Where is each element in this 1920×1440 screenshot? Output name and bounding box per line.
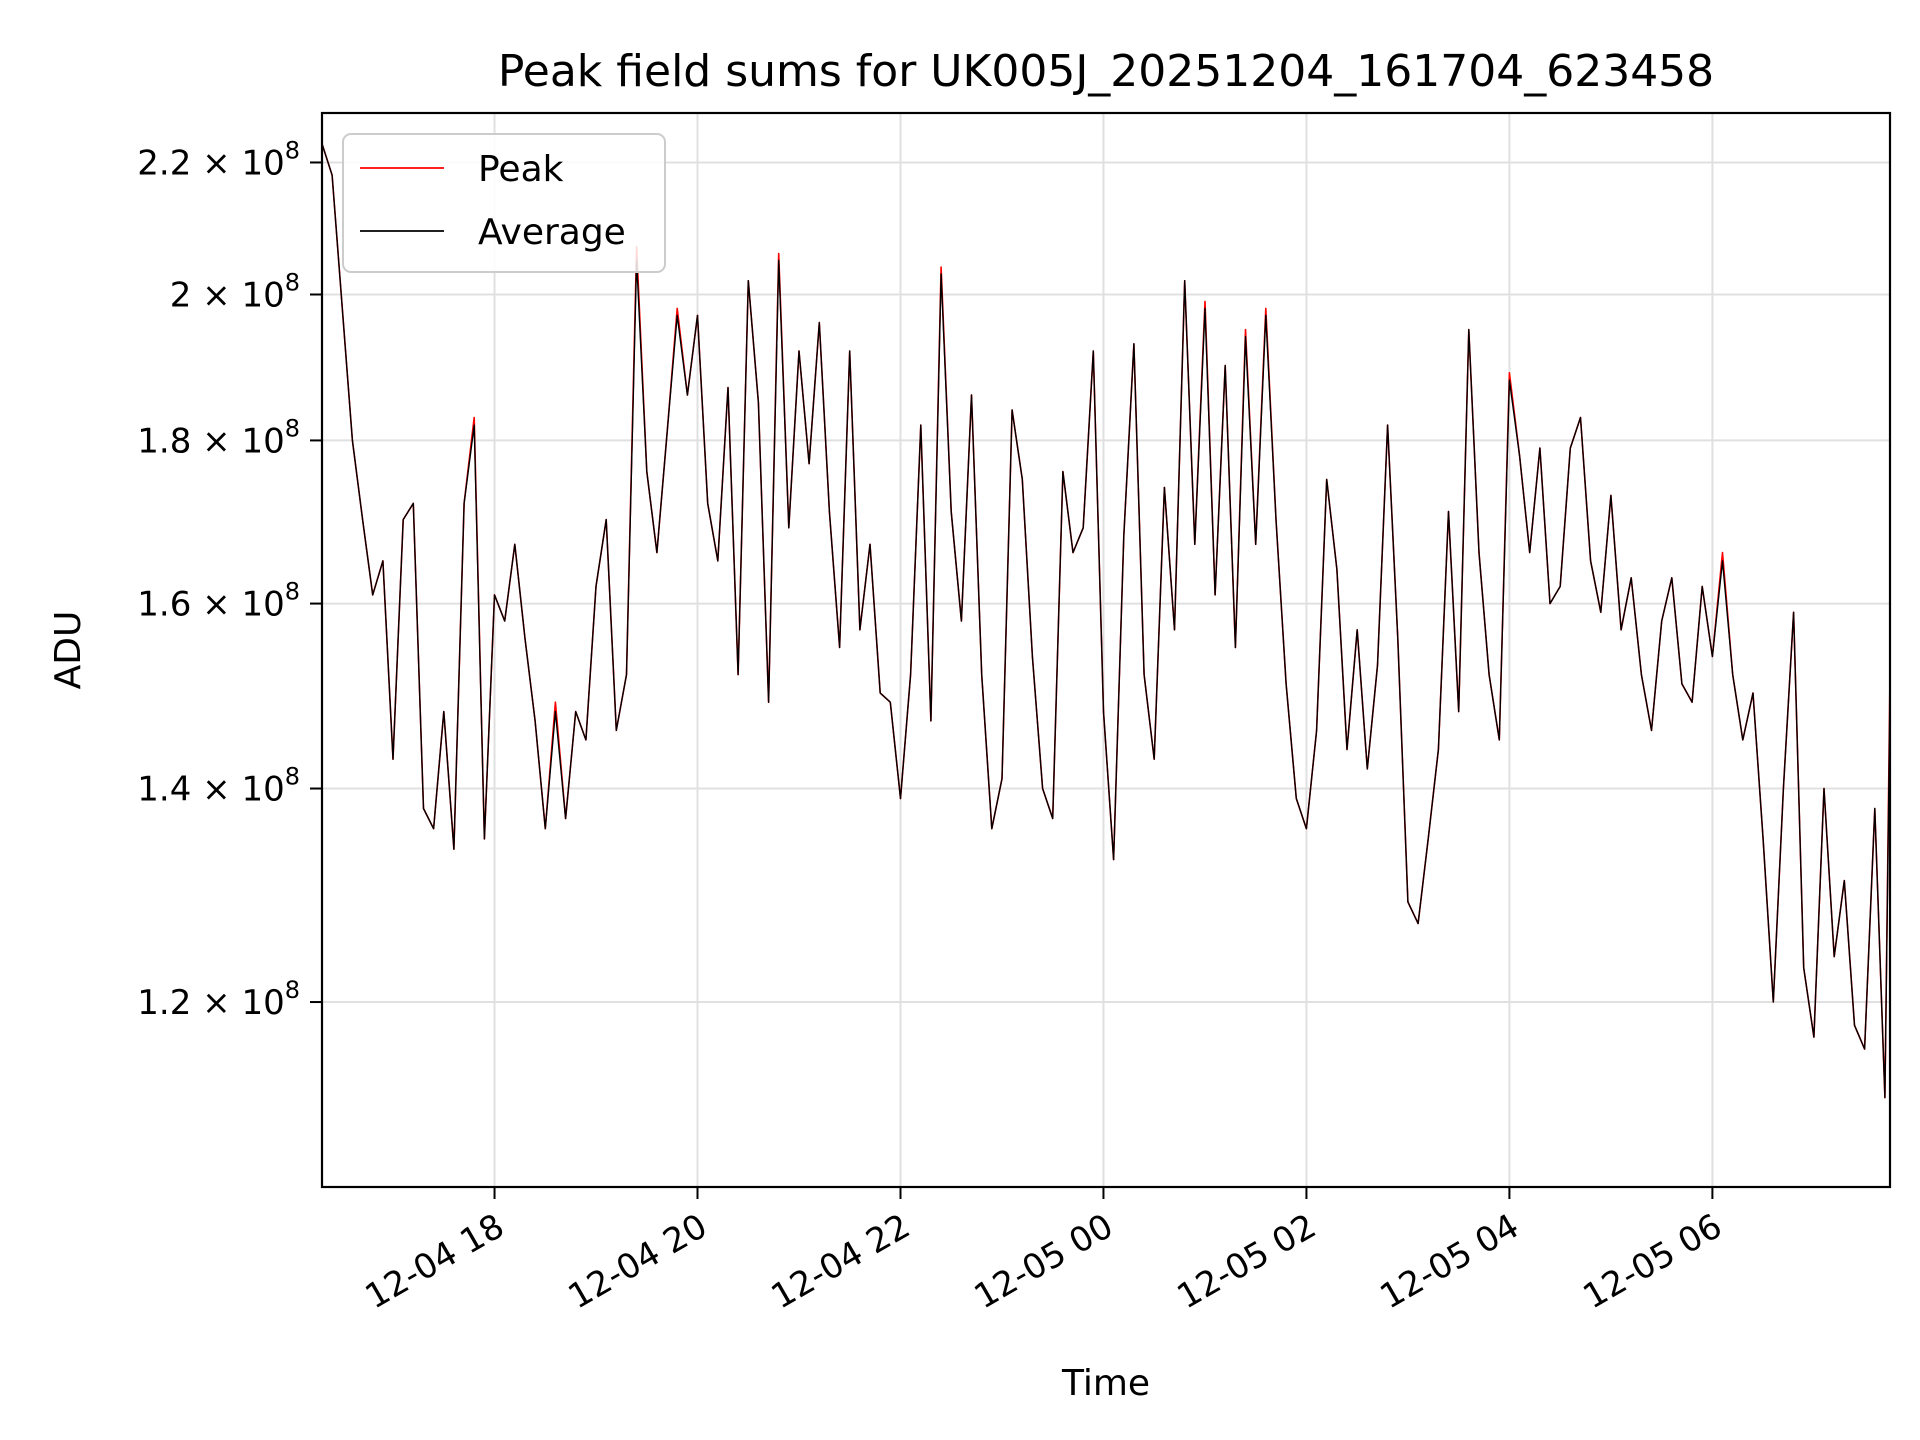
y-tick-mantissa: 2	[170, 275, 192, 315]
legend-average-label: Average	[478, 212, 626, 253]
y-tick-times-ten: × 10	[191, 983, 284, 1023]
grid	[322, 113, 1890, 1187]
y-tick-times-ten: × 10	[191, 421, 284, 461]
y-axis-label: ADU	[48, 611, 89, 690]
chart-title: Peak field sums for UK005J_20251204_1617…	[498, 46, 1714, 97]
y-tick-label: 1.2 × 108	[137, 976, 300, 1023]
y-tick-label: 1.8 × 108	[137, 414, 300, 461]
plot-lines	[321, 143, 1891, 1099]
y-tick-mantissa: 2.2	[137, 143, 191, 183]
y-tick-label: 2.2 × 108	[137, 136, 300, 183]
legend-peak-label: Peak	[478, 149, 564, 190]
y-tick-exponent: 8	[285, 763, 300, 791]
y-tick-times-ten: × 10	[191, 143, 284, 183]
x-axis-label: Time	[1061, 1363, 1150, 1404]
y-tick-times-ten: × 10	[191, 275, 284, 315]
y-tick-mantissa: 1.6	[137, 585, 191, 625]
y-tick-exponent: 8	[285, 578, 300, 606]
y-tick-exponent: 8	[285, 414, 300, 442]
y-tick-mantissa: 1.4	[137, 770, 191, 810]
y-tick-exponent: 8	[285, 268, 300, 296]
plot-frame	[320, 111, 1892, 1189]
legend: Peak Average	[342, 133, 666, 273]
y-tick-exponent: 8	[285, 136, 300, 164]
y-tick-mantissa: 1.2	[137, 983, 191, 1023]
series-average-line	[321, 143, 1891, 1099]
y-tick-exponent: 8	[285, 976, 300, 1004]
y-tick-mantissa: 1.8	[137, 421, 191, 461]
y-tick-label: 2 × 108	[170, 268, 300, 315]
y-tick-times-ten: × 10	[191, 770, 284, 810]
y-tick-label: 1.6 × 108	[137, 578, 300, 625]
y-tick-times-ten: × 10	[191, 585, 284, 625]
y-tick-label: 1.4 × 108	[137, 763, 300, 810]
